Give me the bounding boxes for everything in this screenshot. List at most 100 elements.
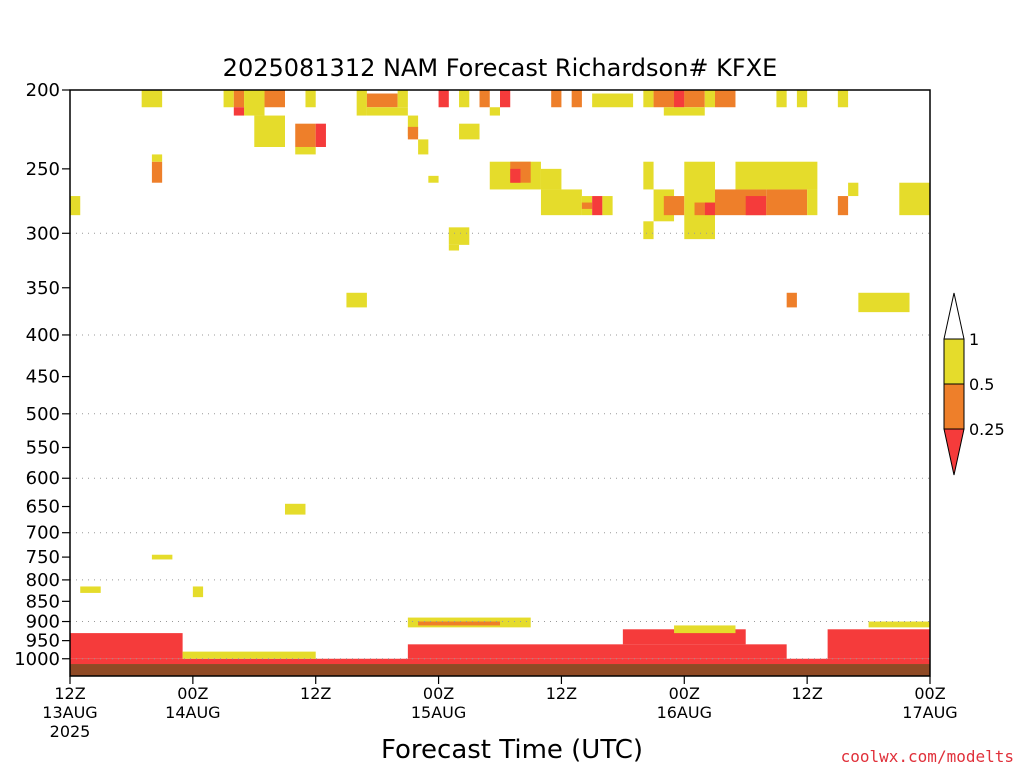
heatmap-cell (295, 123, 316, 147)
x-axis-label: Forecast Time (UTC) (381, 735, 643, 765)
colorbar-label: 0.25 (969, 420, 1005, 439)
heatmap-cell (418, 139, 429, 155)
heatmap-cell (592, 196, 603, 216)
heatmap-cell (428, 175, 439, 183)
x-tick-label: 12Z (54, 684, 85, 703)
heatmap-cell (592, 93, 634, 108)
y-tick-label: 350 (26, 278, 60, 299)
heatmap-cell (459, 90, 470, 108)
x-tick-label: 13AUG (42, 703, 97, 722)
heatmap-cell (766, 189, 808, 216)
heatmap-cell (459, 123, 480, 140)
heatmap-cell (684, 161, 715, 240)
heatmap-cells (70, 90, 930, 665)
y-tick-label: 250 (26, 159, 60, 180)
heatmap-cell (571, 90, 582, 108)
x-tick-label: 2025 (50, 722, 91, 741)
x-tick-label: 16AUG (657, 703, 712, 722)
heatmap-cell (837, 196, 849, 216)
heatmap-cell (285, 503, 306, 515)
heatmap-cell (182, 651, 316, 659)
heatmap-cell (80, 586, 101, 593)
heatmap-cell (141, 90, 163, 108)
heatmap-cell (796, 90, 808, 108)
heatmap-cell (581, 202, 593, 209)
heatmap-cell (807, 189, 818, 216)
heatmap-cell (540, 168, 562, 190)
heatmap-cell (643, 90, 654, 108)
heatmap-cell (745, 196, 767, 216)
x-tick-label: 00Z (423, 684, 454, 703)
heatmap-cell (233, 90, 245, 108)
heatmap-cell (684, 90, 705, 108)
chart-title: 2025081312 NAM Forecast Richardson# KFXE (223, 54, 778, 82)
y-tick-label: 400 (26, 325, 60, 346)
y-tick-label: 850 (26, 591, 60, 612)
heatmap-cell (356, 90, 367, 116)
y-tick-label: 950 (26, 631, 60, 652)
heatmap-cell (663, 196, 685, 216)
heatmap-cell (151, 154, 163, 162)
heatmap-cell (244, 90, 265, 116)
heatmap-cell (715, 90, 736, 108)
heatmap-cell (704, 202, 715, 216)
heatmap-cell (448, 227, 470, 245)
y-tick-label: 200 (26, 80, 60, 101)
y-tick-label: 900 (26, 612, 60, 633)
heatmap-cell (663, 107, 705, 116)
y-tick-label: 750 (26, 547, 60, 568)
heatmap-cell (551, 90, 562, 108)
plot-frame (69, 89, 931, 677)
heatmap-cell (418, 621, 500, 626)
heatmap-cell (776, 90, 787, 108)
heatmap-cell (70, 633, 183, 659)
y-tick-label: 550 (26, 437, 60, 458)
y-tick-label: 650 (26, 497, 60, 518)
x-tick-label: 00Z (669, 684, 700, 703)
heatmap-cell (848, 182, 859, 197)
heatmap-cell (151, 161, 163, 183)
heatmap-cell (858, 292, 910, 313)
heatmap-cell (305, 90, 316, 108)
heatmap-cell (540, 189, 582, 216)
colorbar-bin (943, 338, 965, 385)
heatmap-cell (151, 554, 173, 560)
heatmap-cell (489, 107, 500, 116)
heatmap-cell (704, 90, 715, 108)
heatmap-cell (448, 244, 460, 251)
heatmap-cell (233, 107, 245, 116)
y-tick-label: 700 (26, 523, 60, 544)
x-tick-label: 15AUG (411, 703, 466, 722)
heatmap-cell (264, 90, 285, 108)
heatmap-cell (827, 629, 930, 659)
colorbar-label: 1 (969, 330, 979, 349)
heatmap-cell (674, 625, 736, 634)
heatmap-cell (254, 115, 285, 147)
x-tick-label: 00Z (914, 684, 945, 703)
heatmap-cell (694, 202, 705, 216)
heatmap-cell (295, 146, 316, 155)
heatmap-cell (407, 115, 419, 137)
heatmap-cell (366, 107, 408, 116)
heatmap-cell (479, 90, 490, 108)
ground-surface (70, 664, 930, 676)
heatmap-cell (223, 90, 234, 108)
x-tick-label: 17AUG (902, 703, 957, 722)
heatmap-cell (70, 658, 930, 665)
colorbar-arrow-top (943, 292, 965, 340)
x-tick-label: 14AUG (165, 703, 220, 722)
heatmap-cell (500, 90, 511, 108)
y-tick-label: 450 (26, 367, 60, 388)
colorbar-label: 0.5 (969, 375, 994, 394)
heatmap-cell (643, 161, 654, 190)
heatmap-cell (602, 196, 613, 216)
heatmap-cell (397, 90, 408, 108)
heatmap-cell (674, 90, 685, 108)
y-tick-label: 300 (26, 223, 60, 244)
heatmap-cell (786, 292, 797, 308)
colorbar-bin (943, 383, 965, 430)
heatmap-cell (407, 126, 419, 140)
x-tick-label: 12Z (300, 684, 331, 703)
